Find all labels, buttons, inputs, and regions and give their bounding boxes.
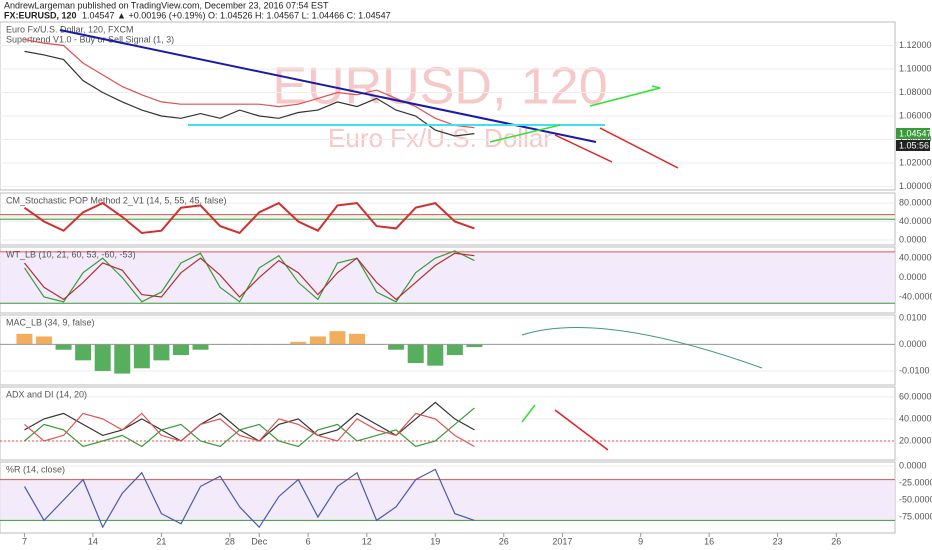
y-tick-label: 1.12000 [899,40,932,50]
y-tick-label: -40.0000 [899,291,932,301]
y-tick-label: 0.0000 [899,460,927,470]
watermark: EURUSD, 120 [272,58,607,116]
x-tick-label: 12 [362,536,372,546]
price-tag [896,128,930,139]
x-tick-label: 23 [773,536,783,546]
y-tick-label: 0.0000 [899,234,927,244]
pane-title: MAC_LB (34, 9, false) [6,317,95,327]
histogram-bar [16,333,33,345]
series-line [24,39,475,129]
x-tick-label: 28 [225,536,235,546]
projection-curve [521,326,763,369]
x-tick-label: Dec [251,536,268,546]
pane-title: WT_LB (10, 21, 60, 53, -60, -53) [6,249,136,259]
series-line [24,412,475,448]
series-line [23,201,475,235]
histogram-bar [55,344,72,350]
histogram-bar [427,344,444,366]
y-tick-label: 80.0000 [899,197,932,207]
pane-title: ADX and DI (14, 20) [6,389,87,399]
series-line [24,407,475,448]
y-tick-label: -0.0100 [899,365,930,375]
trend-line [59,29,597,143]
histogram-bar [114,344,131,374]
level-band [0,214,895,220]
y-tick-label: 1.10000 [899,63,932,73]
publisher: AndrewLargeman published on TradingView.… [4,0,329,10]
y-tick-label: 1.02000 [899,157,932,167]
series-line [24,50,475,137]
y-tick-label: 1.06000 [899,110,932,120]
x-tick-label: 2017 [552,536,572,546]
histogram-bar [446,344,463,356]
quote: 1.04547 ▲ +0.00196 (+0.19%) O: 1.04526 H… [82,10,391,20]
y-tick-label: -50.0000 [899,494,932,504]
pane [0,386,896,461]
histogram-bar [36,336,53,345]
x-tick-label: 9 [638,536,643,546]
y-tick-label: 1.00000 [899,181,932,191]
histogram-bar [133,344,150,369]
pane-title: Euro Fx/U.S. Dollar, 120, FXCM [6,24,134,34]
price-label: 1.04547 [899,128,932,138]
histogram-bar [309,336,326,345]
pane-subtitle: Supertrend V1.0 - Buy or Sell Signal (1,… [6,34,174,44]
histogram-bar [407,344,424,363]
y-tick-label: 0.0100 [899,312,927,322]
histogram-bar [172,344,189,356]
arrow-up [489,124,561,143]
arrow-down [554,409,609,451]
arrow-up [589,85,661,107]
y-tick-label: 40.0000 [899,413,932,423]
histogram-bar [349,333,366,345]
y-tick-label: -75.0000 [899,511,932,521]
y-tick-label: 20.0000 [899,435,932,445]
histogram-bar [329,331,346,345]
histogram-bar [192,344,209,350]
histogram-bar [388,344,405,350]
pane-title: CM_Stochastic POP Method 2_V1 (14, 5, 55… [6,195,226,205]
arrow-down [554,134,613,163]
histogram-bar [466,344,483,348]
x-tick-label: 14 [88,536,98,546]
histogram-bar [153,344,170,361]
y-tick-label: 1.08000 [899,87,932,97]
histogram-bar [75,344,92,361]
y-tick-label: 40.0000 [899,216,932,226]
watermark-sub: Euro Fx/U.S. Dollar [328,123,552,153]
pane-title: %R (14, close) [6,464,65,474]
y-tick-label: 0.0000 [899,339,927,349]
x-tick-label: 26 [831,536,841,546]
x-tick-label: 6 [306,536,311,546]
y-tick-label: 40.0000 [899,253,932,263]
plots: 1.120001.100001.080001.060001.040001.020… [0,21,932,546]
x-tick-label: 16 [704,536,714,546]
histogram-bar [94,344,111,371]
countdown: 1.05:56 [899,140,929,150]
y-tick-label: -25.0000 [899,477,932,487]
y-tick-label: 60.0000 [899,391,932,401]
x-tick-label: 21 [156,536,166,546]
pane [0,21,896,191]
x-tick-label: 19 [430,536,440,546]
series-line [24,252,475,301]
arrow-down [599,127,679,169]
x-tick-label: 26 [499,536,509,546]
arrow-up [521,404,536,423]
pane [0,314,896,386]
y-tick-label: 0.0000 [899,272,927,282]
countdown-tag [896,140,930,151]
symbol: FX:EURUSD, 120 [4,10,77,20]
series-line [23,468,475,529]
x-tick-label: 7 [22,536,27,546]
histogram-bar [290,341,307,345]
